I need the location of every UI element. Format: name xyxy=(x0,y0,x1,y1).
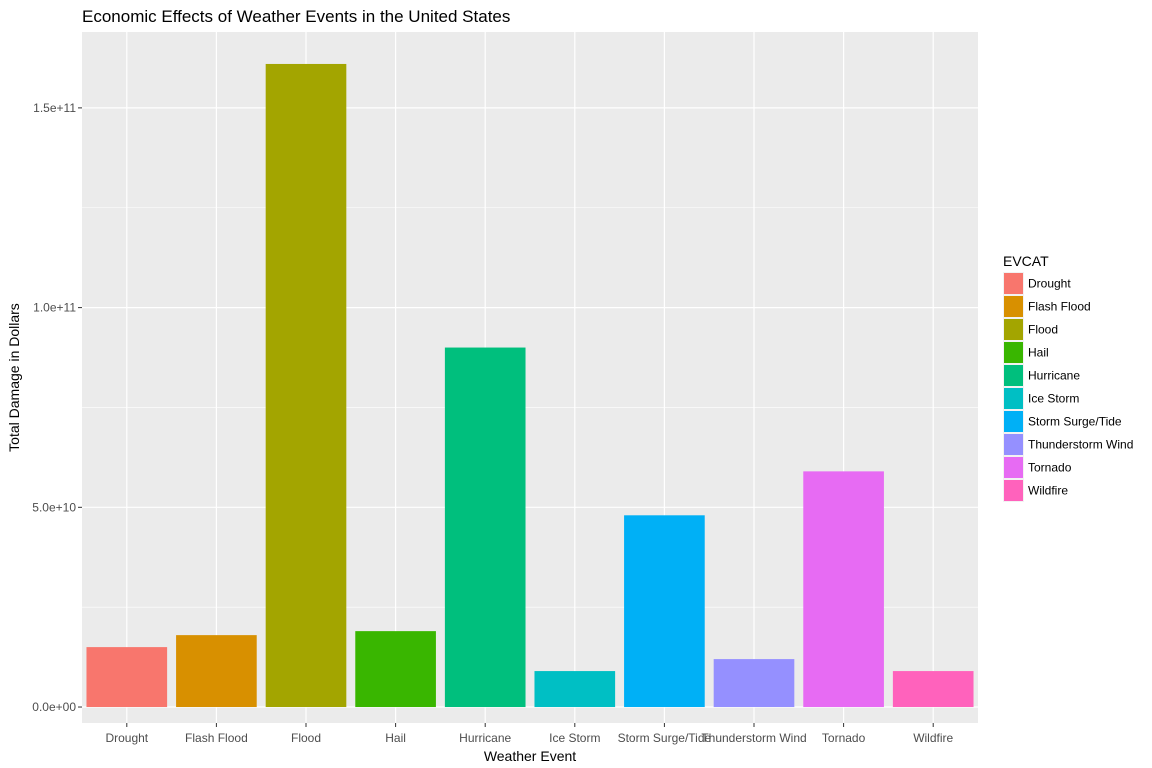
x-tick-label-wildfire: Wildfire xyxy=(913,731,953,745)
x-tick-label-flash-flood: Flash Flood xyxy=(185,731,248,745)
legend-swatch-ice-storm xyxy=(1004,388,1023,409)
x-tick-label-tornado: Tornado xyxy=(822,731,866,745)
legend-label-flood: Flood xyxy=(1028,323,1058,337)
x-tick-label-ice-storm: Ice Storm xyxy=(549,731,600,745)
y-tick-label: 5.0e+10 xyxy=(32,500,76,514)
x-tick-label-storm-surge-tide: Storm Surge/Tide xyxy=(618,731,712,745)
legend-swatch-hurricane xyxy=(1004,365,1023,386)
bars xyxy=(86,63,974,708)
bar-wildfire xyxy=(892,671,974,708)
legend-label-flash-flood: Flash Flood xyxy=(1028,300,1091,314)
legend-label-hail: Hail xyxy=(1028,346,1049,360)
legend: EVCAT Drought Flash Flood Flood Hail Hurrica… xyxy=(1003,253,1133,502)
y-tick-label: 0.0e+00 xyxy=(32,700,76,714)
y-axis-title: Total Damage in Dollars xyxy=(6,303,22,452)
legend-swatch-flood xyxy=(1004,319,1023,340)
y-tick-label: 1.5e+11 xyxy=(33,101,76,115)
bar-tornado xyxy=(803,471,884,708)
legend-label-thunderstorm-wind: Thunderstorm Wind xyxy=(1028,438,1133,452)
legend-title: EVCAT xyxy=(1003,253,1049,269)
legend-swatch-storm-surge-tide xyxy=(1004,411,1023,432)
y-tick-label: 1.0e+11 xyxy=(33,301,76,315)
legend-label-wildfire: Wildfire xyxy=(1028,484,1068,498)
bar-thunderstorm-wind xyxy=(713,659,795,708)
legend-items: Drought Flash Flood Flood Hail Hurricane Ice … xyxy=(1003,272,1133,502)
legend-swatch-tornado xyxy=(1004,457,1023,478)
bar-drought xyxy=(86,647,168,708)
bar-hail xyxy=(355,631,436,708)
x-tick-label-thunderstorm-wind: Thunderstorm Wind xyxy=(701,731,806,745)
bar-flood xyxy=(265,63,347,708)
legend-swatch-hail xyxy=(1004,342,1023,363)
bar-ice-storm xyxy=(534,671,616,708)
bar-hurricane xyxy=(444,347,526,708)
legend-swatch-wildfire xyxy=(1004,480,1023,501)
legend-swatch-flash-flood xyxy=(1004,296,1023,317)
bar-flash-flood xyxy=(176,635,257,708)
x-tick-label-hurricane: Hurricane xyxy=(459,731,511,745)
legend-swatch-drought xyxy=(1004,273,1023,294)
x-axis: Drought Flash Flood Flood Hail Hurricane Ice … xyxy=(105,723,954,745)
y-axis: 0.0e+00 5.0e+10 1.0e+11 1.5e+11 xyxy=(32,101,82,714)
x-tick-label-flood: Flood xyxy=(291,731,321,745)
legend-label-ice-storm: Ice Storm xyxy=(1028,392,1079,406)
x-tick-label-hail: Hail xyxy=(385,731,406,745)
chart-title: Economic Effects of Weather Events in th… xyxy=(82,7,510,26)
legend-label-tornado: Tornado xyxy=(1028,461,1072,475)
x-axis-title: Weather Event xyxy=(484,748,576,764)
bar-storm-surge-tide xyxy=(624,515,705,708)
legend-label-drought: Drought xyxy=(1028,277,1071,291)
legend-label-hurricane: Hurricane xyxy=(1028,369,1080,383)
x-tick-label-drought: Drought xyxy=(105,731,148,745)
legend-swatch-thunderstorm-wind xyxy=(1004,434,1023,455)
legend-label-storm-surge-tide: Storm Surge/Tide xyxy=(1028,415,1122,429)
